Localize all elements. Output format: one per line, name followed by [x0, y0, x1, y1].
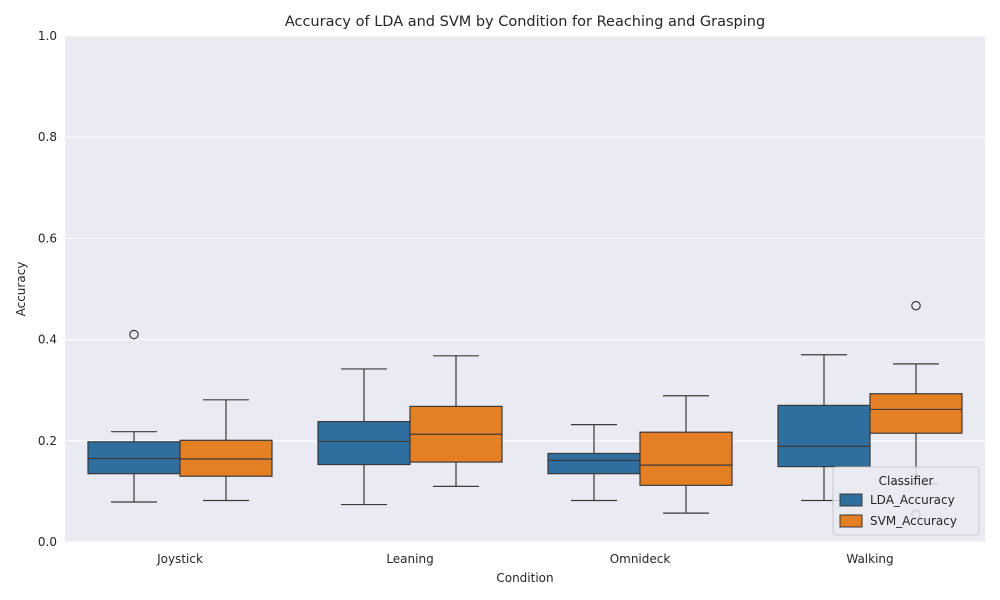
box-group	[317, 368, 411, 506]
legend-swatch-svm	[839, 514, 863, 528]
y-axis-ticks: 0.0 0.2 0.4 0.6 0.8 1.0	[38, 29, 57, 549]
box-group	[777, 354, 871, 502]
x-tick-label: Leaning	[386, 552, 433, 566]
box-group	[869, 300, 963, 519]
x-tick-label: Walking	[846, 552, 893, 566]
box-iqr	[777, 404, 871, 468]
box-iqr	[639, 431, 733, 486]
legend-label-lda: LDA_Accuracy	[870, 493, 955, 507]
outlier-point	[911, 300, 921, 311]
outlier-point	[129, 329, 139, 340]
y-tick-label: 0.2	[38, 434, 57, 448]
box-iqr	[87, 441, 181, 475]
y-axis-label: Accuracy	[14, 262, 28, 317]
legend-frame	[832, 466, 980, 536]
y-tick-label: 0.8	[38, 130, 57, 144]
x-tick-label: Omnideck	[610, 552, 671, 566]
x-axis-label: Condition	[496, 571, 553, 585]
legend-label-svm: SVM_Accuracy	[870, 514, 957, 528]
y-tick-label: 0.6	[38, 231, 57, 245]
box-iqr	[179, 439, 273, 477]
y-tick-label: 0.4	[38, 333, 57, 347]
box-group	[179, 399, 273, 502]
box-iqr	[547, 452, 641, 475]
box-group	[639, 395, 733, 514]
chart-title: Accuracy of LDA and SVM by Condition for…	[285, 14, 765, 30]
legend: Classifier LDA_Accuracy SVM_Accuracy	[832, 466, 980, 536]
legend-title: Classifier	[879, 474, 934, 488]
box-marks	[87, 300, 963, 519]
x-axis-ticks: Joystick Leaning Omnideck Walking	[156, 552, 894, 566]
box-group	[409, 355, 503, 487]
box-group	[87, 329, 181, 503]
x-tick-label: Joystick	[156, 552, 203, 566]
y-tick-label: 1.0	[38, 29, 57, 43]
legend-swatch-lda	[839, 493, 863, 507]
y-tick-label: 0.0	[38, 535, 57, 549]
box-iqr	[317, 420, 411, 466]
box-iqr	[869, 393, 963, 434]
